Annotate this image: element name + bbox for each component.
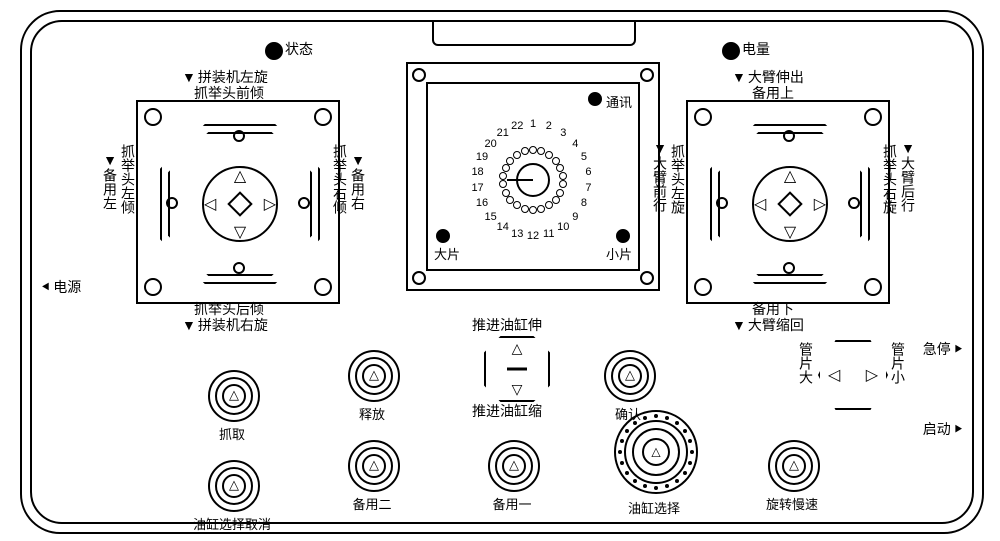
spare2-button[interactable]: △ (348, 440, 400, 492)
rocker-dn-label: 推进油缸缩 (472, 404, 542, 418)
slow-button[interactable]: △ (768, 440, 820, 492)
start-label: 启动 (923, 422, 964, 436)
segment-size-rocker[interactable]: ◁▷ (818, 340, 888, 410)
slow-button-label: 旋转慢速 (766, 494, 818, 513)
spare1-button-label: 备用一 (492, 494, 531, 513)
joyL-bot-outer: 拼装机右旋 (182, 318, 268, 332)
top-notch (432, 20, 636, 46)
estop-label: 急停 (923, 342, 964, 356)
push-cylinder-rocker[interactable]: △▽ (484, 336, 550, 402)
spare2-button-label: 备用二 (352, 494, 391, 513)
release-button[interactable]: △ (348, 350, 400, 402)
joyR-bot-inner: 备用下 (752, 302, 794, 316)
joyL-left-outer: 备用左 (102, 152, 117, 210)
cyl-cancel-button[interactable]: △ (208, 460, 260, 512)
big-led (436, 229, 450, 243)
right-joystick[interactable]: △▽◁▷ (686, 100, 890, 304)
joyR-top-outer: 大臂伸出 (732, 70, 804, 84)
right-hat[interactable]: △▽◁▷ (752, 166, 828, 242)
panel-inner: 状态 电量 电源 急停 启动 拼装机左旋 抓举头前倾 备用左 抓举头左倾 抓举头… (30, 20, 974, 524)
joyL-top-inner: 抓举头前倾 (194, 86, 264, 100)
joyR-left-inner: 抓举头左旋 (670, 144, 685, 214)
panel-outer: 状态 电量 电源 急停 启动 拼装机左旋 抓举头前倾 备用左 抓举头左倾 抓举头… (20, 10, 984, 534)
cyl-cancel-button-label: 油缸选择取消 (193, 514, 271, 533)
hex-left-label: 管片大 (798, 342, 813, 384)
status-label: 状态 (285, 42, 313, 56)
joyR-bot-outer: 大臂缩回 (732, 318, 804, 332)
joyL-top-outer: 拼装机左旋 (182, 70, 268, 84)
release-button-label: 释放 (359, 404, 385, 423)
status-led (265, 42, 283, 60)
comm-led (588, 92, 602, 106)
spare1-button[interactable]: △ (488, 440, 540, 492)
joyR-top-inner: 备用上 (752, 86, 794, 100)
left-hat[interactable]: △▽◁▷ (202, 166, 278, 242)
big-label: 大片 (434, 244, 460, 263)
confirm-button[interactable]: △ (604, 350, 656, 402)
battery-label: 电量 (742, 42, 770, 56)
hex-right-label: 管片小 (890, 342, 905, 384)
grab-button[interactable]: △ (208, 370, 260, 422)
display: 通讯 大片 小片 1234567891011121314151617181920… (426, 82, 640, 271)
knob-label: 油缸选择 (628, 498, 680, 517)
battery-led (722, 42, 740, 60)
display-frame: 通讯 大片 小片 1234567891011121314151617181920… (406, 62, 660, 291)
cylinder-select-knob[interactable]: △ (614, 410, 698, 494)
joyL-left-inner: 抓举头左倾 (120, 144, 135, 214)
small-label: 小片 (606, 244, 632, 263)
small-led (616, 229, 630, 243)
joyL-bot-inner: 抓举头后倾 (194, 302, 264, 316)
joyL-right-outer: 备用右 (350, 152, 365, 210)
comm-label: 通讯 (606, 92, 632, 111)
grab-button-label: 抓取 (219, 424, 245, 443)
power-label: 电源 (40, 280, 81, 294)
position-dial: 12345678910111213141516171819202122 (458, 105, 608, 255)
joyR-right-outer: 大臂后行 (900, 140, 915, 212)
rocker-up-label: 推进油缸伸 (472, 318, 542, 332)
left-joystick[interactable]: △▽◁▷ (136, 100, 340, 304)
